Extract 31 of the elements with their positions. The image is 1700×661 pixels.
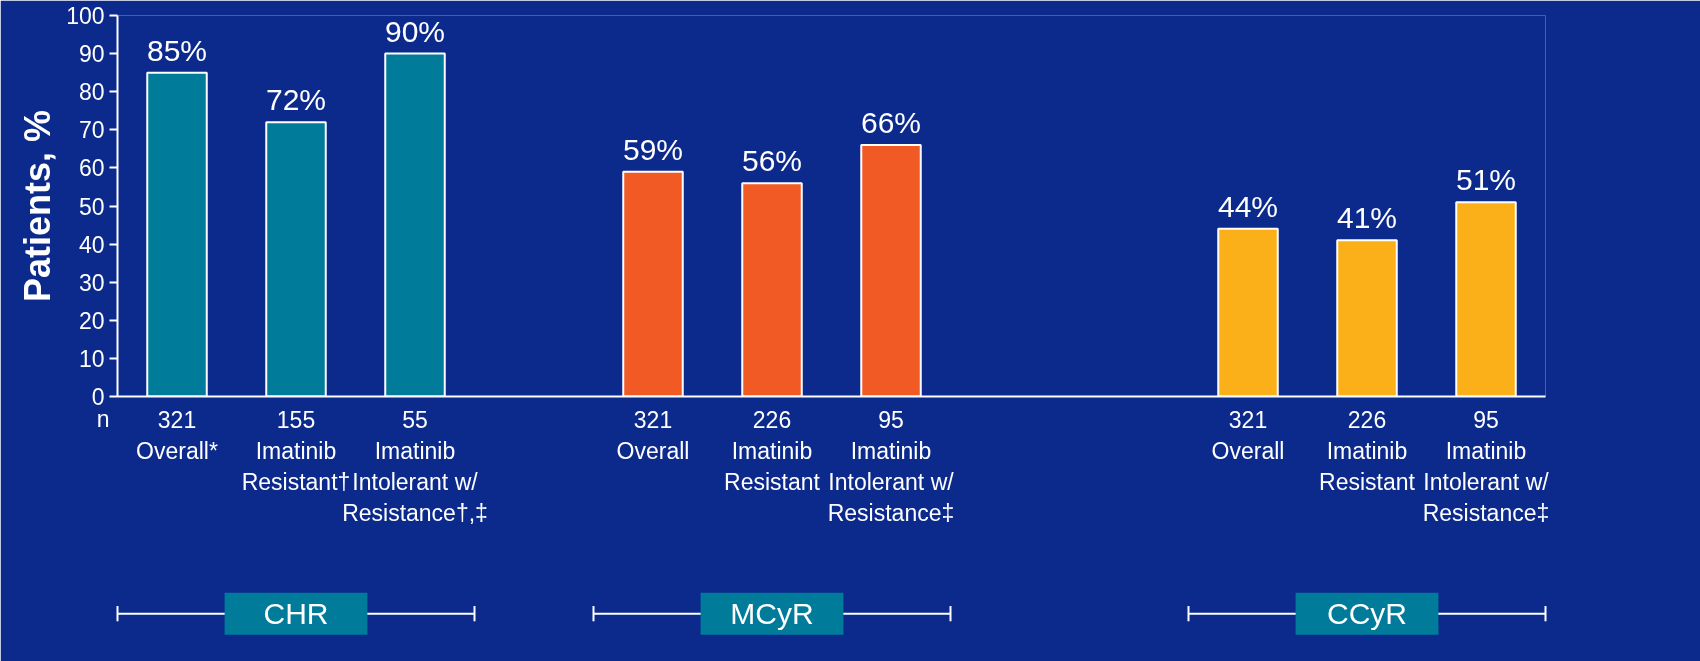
text: CCyR <box>1327 597 1407 631</box>
x-tick-label: 95 Imatinib Intolerant w/ Resistance‡ <box>827 406 955 527</box>
data-label: 44% <box>1217 189 1279 223</box>
data-label: 90% <box>384 14 446 48</box>
y-axis-title: Patients, % <box>17 109 59 303</box>
y-tick-label: 10 <box>78 345 105 372</box>
text: CHR <box>263 597 329 631</box>
y-tick-label: 30 <box>78 269 105 296</box>
text: MCyR <box>730 597 814 631</box>
x-tick-label: 321 Overall <box>616 406 690 464</box>
x-tick-label: 226 Imatinib Resistant <box>724 406 821 495</box>
data-label: 51% <box>1455 163 1517 197</box>
x-tick-label: 321 Overall* <box>136 406 218 464</box>
y-tick-label: 20 <box>78 307 105 334</box>
x-tick-label: 321 Overall <box>1211 406 1285 464</box>
data-label: 59% <box>622 132 684 166</box>
y-tick-label: 40 <box>78 231 105 258</box>
data-label: 85% <box>146 33 208 67</box>
data-label: 56% <box>741 144 803 178</box>
y-tick-label: 70 <box>78 117 105 144</box>
data-label: 66% <box>860 106 922 140</box>
y-tick-label: 90 <box>78 41 105 68</box>
y-tick-label: 100 <box>66 3 105 29</box>
x-tick-label: 95 Imatinib Intolerant w/ Resistance‡ <box>1422 406 1550 527</box>
data-label: 41% <box>1336 201 1398 235</box>
y-tick-label: 50 <box>78 193 105 220</box>
y-tick-label: 60 <box>78 155 105 182</box>
x-tick-label: 155 Imatinib Resistant† <box>241 406 351 495</box>
data-label: 72% <box>265 83 327 117</box>
y-tick-label: 80 <box>78 79 105 106</box>
x-tick-label: 226 Imatinib Resistant <box>1319 406 1416 495</box>
